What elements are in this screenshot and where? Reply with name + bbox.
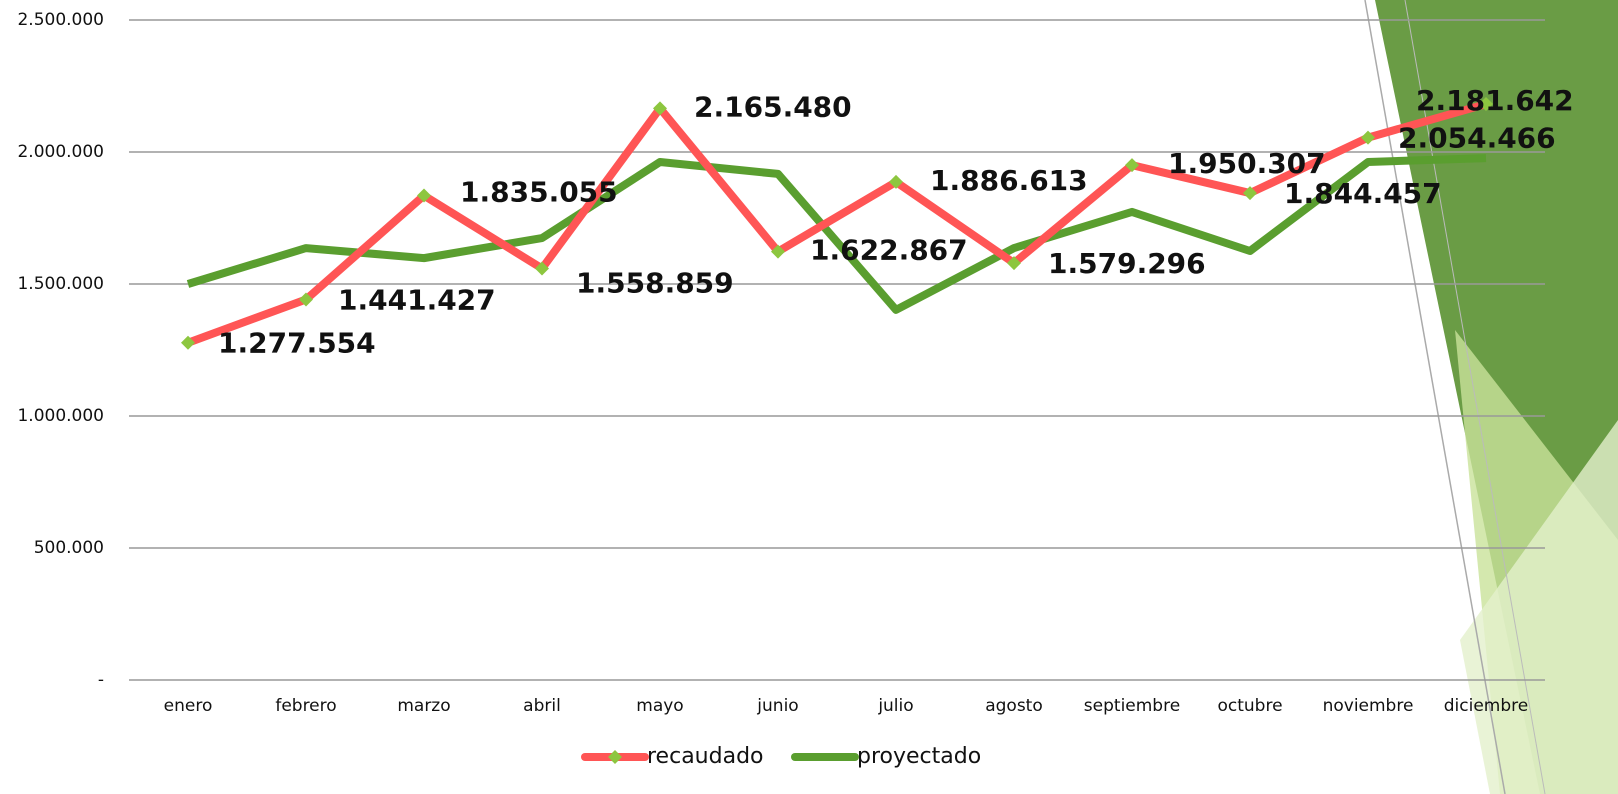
legend-label: proyectado: [857, 744, 981, 769]
data-label: 1.579.296: [1048, 247, 1206, 280]
data-label: 2.165.480: [694, 90, 852, 123]
y-tick-label: 1.500.000: [17, 274, 104, 294]
legend-label: recaudado: [647, 744, 764, 769]
data-label: 1.558.859: [576, 266, 734, 299]
x-tick-label: octubre: [1217, 696, 1282, 716]
y-tick-label: 2.000.000: [17, 142, 104, 162]
x-tick-label: diciembre: [1444, 696, 1528, 716]
data-label: 1.886.613: [930, 164, 1088, 197]
x-tick-label: junio: [756, 696, 798, 716]
y-tick-label: 1.000.000: [17, 406, 104, 426]
data-label: 1.622.867: [810, 234, 968, 267]
x-tick-label: julio: [877, 696, 913, 716]
x-tick-label: agosto: [985, 696, 1043, 716]
data-label: 1.950.307: [1168, 147, 1326, 180]
data-label: 1.441.427: [338, 283, 496, 316]
y-tick-label: 500.000: [34, 538, 104, 558]
x-tick-label: septiembre: [1084, 696, 1180, 716]
data-label: 1.844.457: [1284, 177, 1442, 210]
x-tick-label: mayo: [636, 696, 683, 716]
x-tick-label: marzo: [397, 696, 450, 716]
chart: - 500.000 1.000.000 1.500.000 2.000.000 2.500…: [0, 0, 1618, 794]
data-label: 2.054.466: [1398, 122, 1556, 155]
x-tick-label: noviembre: [1323, 696, 1414, 716]
data-label: 1.835.055: [460, 176, 618, 209]
data-label: 2.181.642: [1416, 84, 1574, 117]
y-tick-label: 2.500.000: [17, 10, 104, 30]
data-label: 1.277.554: [218, 327, 376, 360]
x-tick-label: enero: [164, 696, 213, 716]
legend-marker: [608, 750, 622, 764]
x-tick-label: abril: [523, 696, 561, 716]
y-tick-label: -: [98, 670, 104, 690]
decoration: [1365, 0, 1618, 794]
x-tick-label: febrero: [275, 696, 336, 716]
